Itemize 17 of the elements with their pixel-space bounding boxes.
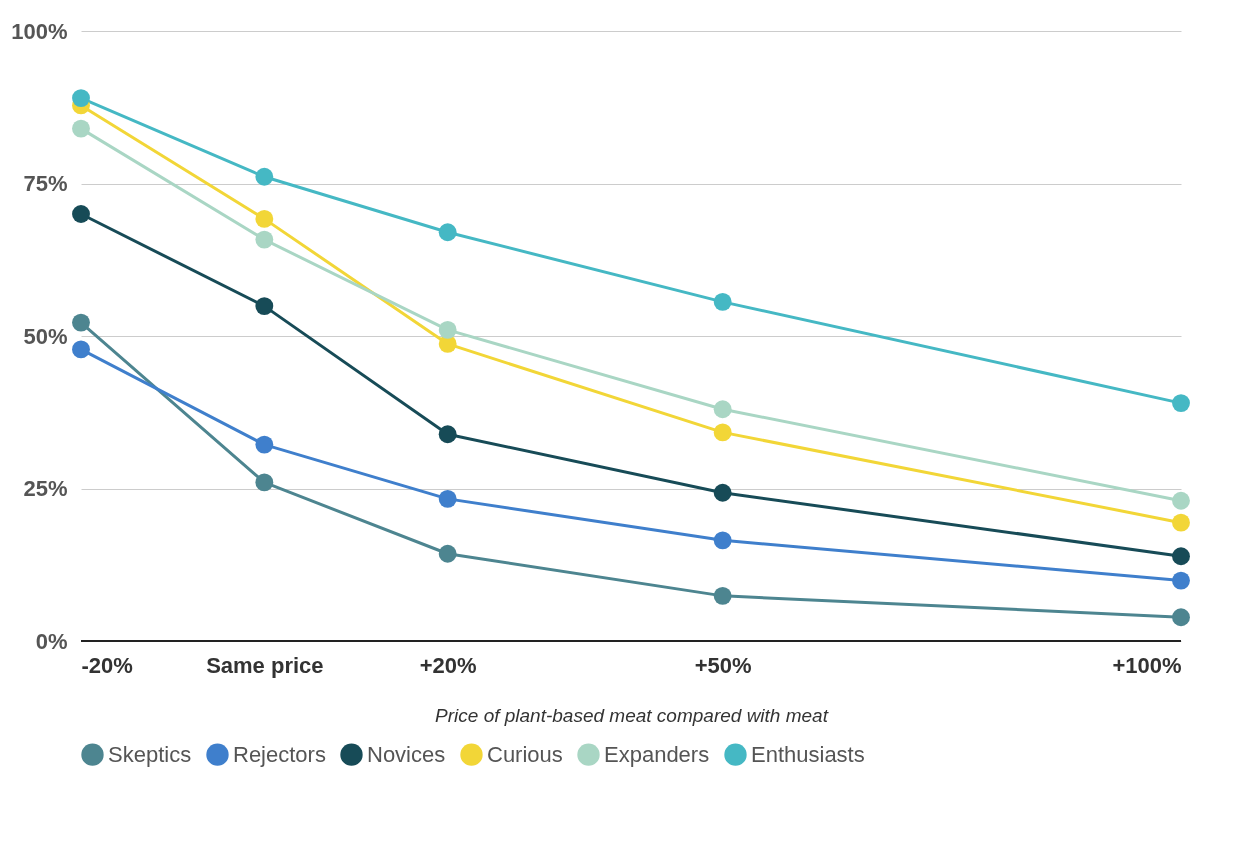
legend-label: Skeptics (108, 741, 192, 767)
y-tick-label: 25% (23, 476, 68, 501)
x-tick-label: +20% (419, 652, 477, 678)
x-axis-title: Price of plant-based meat compared with meat (435, 704, 829, 726)
x-tick-label: Same price (206, 652, 324, 678)
x-tick-label: +100% (1112, 652, 1182, 678)
x-tick-label: +50% (694, 652, 752, 678)
y-tick-label: 75% (23, 171, 68, 196)
y-tick-label: 0% (35, 628, 68, 654)
legend-label: Novices (367, 741, 446, 767)
y-tick-label: 50% (23, 323, 68, 349)
legend-label: Expanders (604, 741, 710, 767)
legend-label: Rejectors (233, 741, 326, 767)
legend-label: Enthusiasts (751, 741, 865, 767)
legend-label: Curious (487, 741, 563, 767)
y-tick-label: 100% (11, 18, 68, 44)
x-tick-label: -20% (81, 652, 133, 678)
